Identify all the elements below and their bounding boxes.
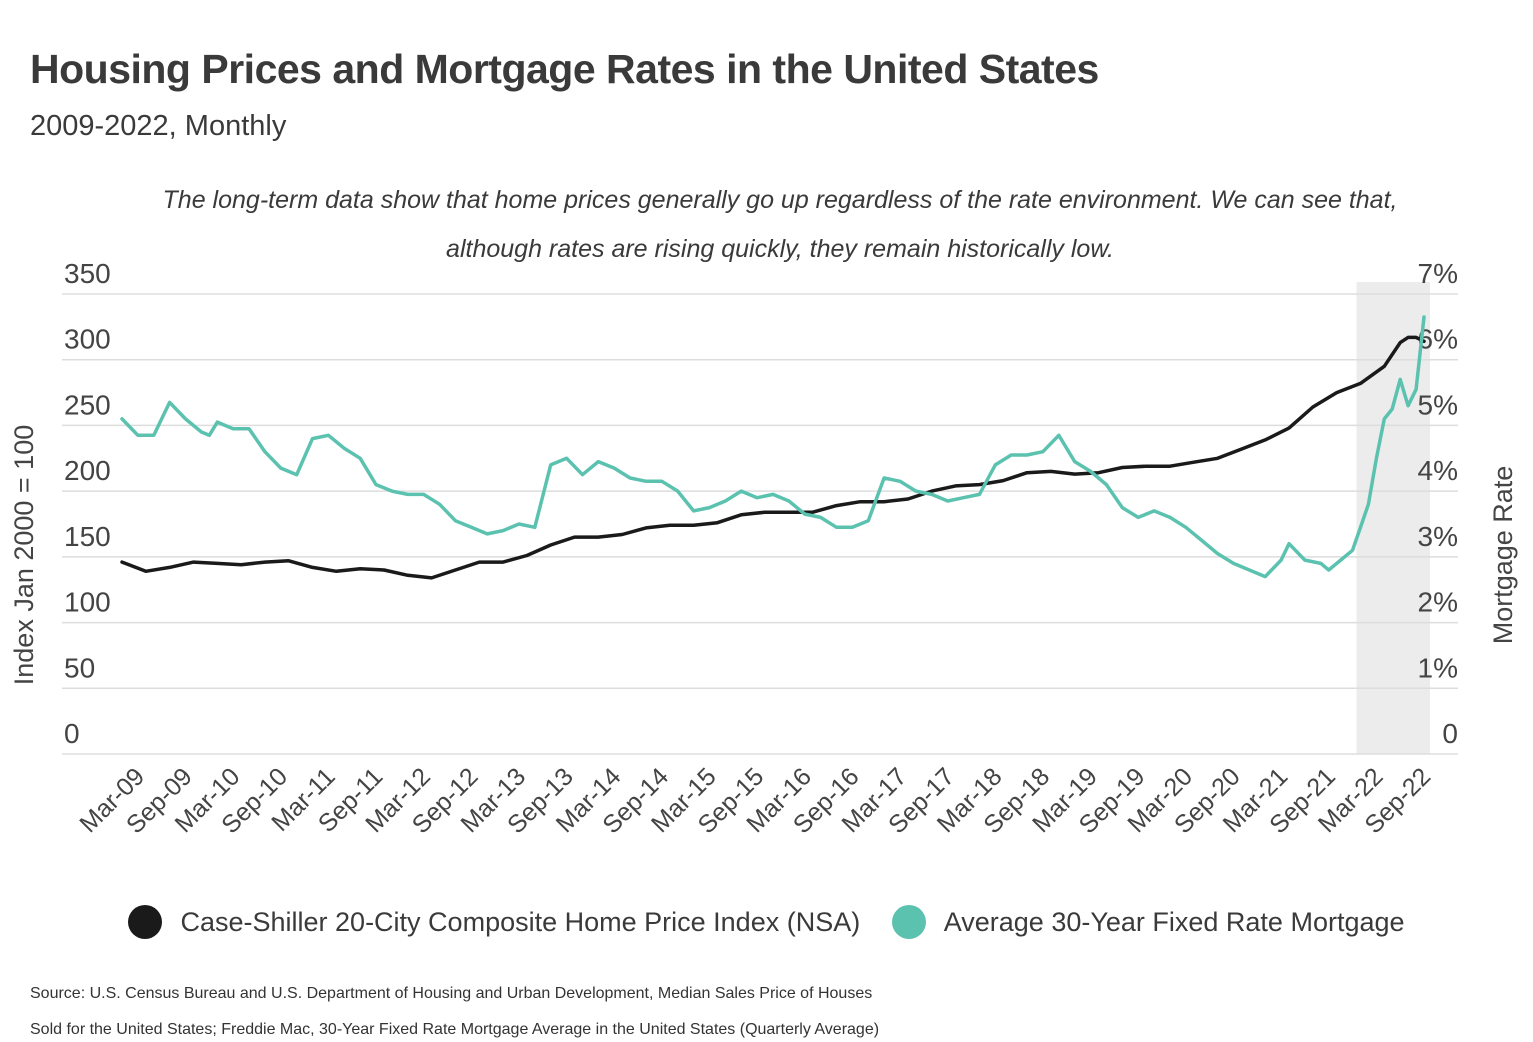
left-tick-label: 0 bbox=[64, 718, 80, 749]
left-tick-label: 200 bbox=[64, 455, 111, 486]
legend-dot-rate bbox=[891, 905, 926, 939]
right-tick-label: 5% bbox=[1418, 389, 1458, 420]
source-line-2: Sold for the United States; Freddie Mac,… bbox=[30, 1021, 880, 1038]
right-axis: 01%2%3%4%5%6%7%Mortgage Rate bbox=[1418, 258, 1518, 749]
legend-item-rate[interactable]: Average 30-Year Fixed Rate Mortgage bbox=[891, 905, 1405, 939]
left-tick-label: 150 bbox=[64, 521, 111, 552]
grid-layer bbox=[62, 293, 1458, 755]
right-tick-label: 4% bbox=[1418, 455, 1458, 486]
legend-item-index[interactable]: Case-Shiller 20-City Composite Home Pric… bbox=[128, 905, 860, 939]
right-tick-label: 3% bbox=[1418, 521, 1458, 552]
series-line-mortgage-rate bbox=[120, 315, 1426, 579]
chart-title: Housing Prices and Mortgage Rates in the… bbox=[30, 46, 1099, 92]
chart-canvas: 0 50 100 150 200 250 300 350 Index Jan 2000 = 10… bbox=[9, 258, 1518, 839]
legend-label-rate: Average 30-Year Fixed Rate Mortgage bbox=[943, 906, 1405, 937]
left-tick-label: 250 bbox=[64, 389, 111, 420]
x-axis: Mar-09Sep-09Mar-10Sep-10Mar-11Sep-11Mar-… bbox=[74, 762, 1436, 839]
legend-dot-index bbox=[128, 905, 163, 939]
source-line-1: Source: U.S. Census Bureau and U.S. Depa… bbox=[30, 985, 873, 1002]
legend-label-index: Case-Shiller 20-City Composite Home Pric… bbox=[180, 906, 861, 937]
left-axis-title: Index Jan 2000 = 100 bbox=[9, 425, 39, 685]
left-tick-label: 350 bbox=[64, 258, 111, 289]
left-tick-label: 100 bbox=[64, 587, 111, 618]
right-axis-title: Mortgage Rate bbox=[1488, 466, 1518, 645]
left-tick-label: 50 bbox=[64, 652, 95, 683]
right-tick-label: 1% bbox=[1418, 652, 1458, 683]
right-tick-label: 7% bbox=[1418, 258, 1458, 289]
legend: Case-Shiller 20-City Composite Home Pric… bbox=[0, 905, 1533, 946]
annotation-line-2: although rates are rising quickly, they … bbox=[446, 235, 1114, 263]
left-tick-label: 300 bbox=[64, 324, 111, 355]
left-axis: 0 50 100 150 200 250 300 350 Index Jan 2000 = 10… bbox=[9, 258, 111, 749]
right-tick-label: 0 bbox=[1442, 718, 1458, 749]
annotation-line-1: The long-term data show that home prices… bbox=[162, 186, 1398, 214]
series-layer bbox=[120, 315, 1426, 580]
right-tick-label: 2% bbox=[1418, 587, 1458, 618]
chart-subtitle: 2009-2022, Monthly bbox=[30, 110, 287, 142]
series-line-home-price-index bbox=[120, 335, 1426, 580]
chart-annotation: The long-term data show that home prices… bbox=[130, 176, 1430, 274]
